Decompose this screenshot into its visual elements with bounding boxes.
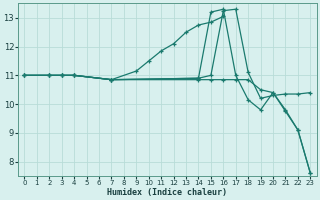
X-axis label: Humidex (Indice chaleur): Humidex (Indice chaleur) — [108, 188, 228, 197]
